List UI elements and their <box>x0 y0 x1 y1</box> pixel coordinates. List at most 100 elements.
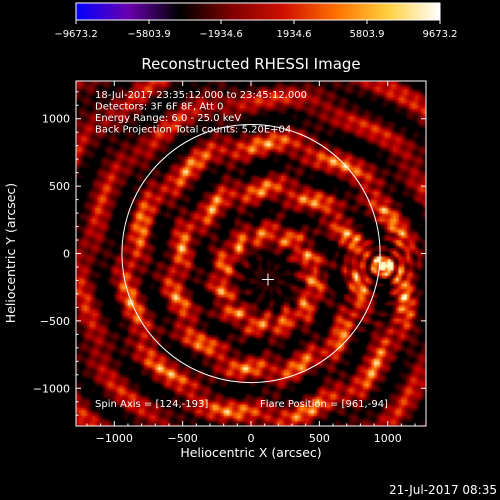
heatmap-pixel <box>360 361 364 365</box>
colorbar-tick-label: −1934.6 <box>199 29 242 40</box>
heatmap-pixel <box>152 407 156 411</box>
heatmap-pixel <box>324 390 329 395</box>
heatmap-pixel <box>384 358 389 362</box>
heatmap-pixel <box>404 372 408 376</box>
heatmap-pixel <box>89 385 93 389</box>
heatmap-pixel <box>199 385 203 389</box>
heatmap-pixel <box>209 380 214 384</box>
heatmap-pixel <box>379 401 383 405</box>
heatmap-pixel <box>423 361 426 365</box>
heatmap-pixel <box>133 409 137 414</box>
heatmap-pixel <box>158 353 162 357</box>
heatmap-pixel <box>138 366 143 370</box>
heatmap-pixel <box>302 364 307 368</box>
heatmap-pixel <box>368 407 372 411</box>
heatmap-pixel <box>160 372 164 376</box>
heatmap-pixel <box>204 412 208 416</box>
heatmap-pixel <box>395 358 400 362</box>
heatmap-pixel <box>352 374 356 378</box>
heatmap-pixel <box>286 415 290 419</box>
chart-title: Reconstructed RHESSI Image <box>141 55 360 73</box>
heatmap-pixel <box>343 382 348 387</box>
heatmap-pixel <box>188 417 192 422</box>
heatmap-pixel <box>92 382 96 387</box>
heatmap-pixel <box>95 388 99 392</box>
heatmap-pixel <box>209 396 214 400</box>
heatmap-pixel <box>111 361 115 365</box>
heatmap-pixel <box>415 345 419 349</box>
heatmap-pixel <box>412 372 416 376</box>
heatmap-pixel <box>95 342 99 346</box>
heatmap-pixel <box>125 369 129 373</box>
heatmap-pixel <box>242 342 247 346</box>
heatmap-pixel <box>179 366 184 370</box>
heatmap-pixel <box>390 423 394 426</box>
heatmap-pixel <box>363 390 367 395</box>
heatmap-pixel <box>401 412 405 416</box>
heatmap-pixel <box>106 423 110 426</box>
heatmap-pixel <box>108 355 113 360</box>
heatmap-pixel <box>335 401 339 405</box>
heatmap-pixel <box>267 396 271 400</box>
heatmap-pixel <box>368 361 372 365</box>
heatmap-pixel <box>89 372 93 376</box>
heatmap-pixel <box>270 355 274 360</box>
heatmap-pixel <box>357 374 361 378</box>
heatmap-pixel <box>152 401 156 405</box>
heatmap-pixel <box>209 353 214 357</box>
heatmap-pixel <box>76 412 80 416</box>
heatmap-pixel <box>182 396 186 400</box>
heatmap-pixel <box>371 404 375 408</box>
heatmap-pixel <box>281 342 285 346</box>
heatmap-pixel <box>168 423 173 426</box>
heatmap-pixel <box>245 401 249 405</box>
heatmap-pixel <box>125 401 129 405</box>
heatmap-pixel <box>193 382 197 387</box>
heatmap-pixel <box>199 412 203 416</box>
heatmap-pixel <box>302 415 307 419</box>
heatmap-pixel <box>149 342 154 346</box>
heatmap-pixel <box>267 399 271 403</box>
heatmap-pixel <box>384 423 389 426</box>
heatmap-pixel <box>360 382 364 387</box>
heatmap-pixel <box>185 372 189 376</box>
heatmap-pixel <box>179 353 184 357</box>
heatmap-pixel <box>108 374 113 378</box>
heatmap-pixel <box>218 358 222 362</box>
heatmap-pixel <box>188 399 192 403</box>
heatmap-pixel <box>234 396 238 400</box>
heatmap-pixel <box>294 412 298 416</box>
heatmap-pixel <box>300 388 304 392</box>
heatmap-pixel <box>311 380 315 384</box>
heatmap-pixel <box>223 385 227 389</box>
heatmap-pixel <box>289 364 293 368</box>
heatmap-pixel <box>171 361 175 365</box>
heatmap-pixel <box>379 420 383 424</box>
heatmap-pixel <box>423 374 426 378</box>
heatmap-pixel <box>155 407 159 411</box>
heatmap-pixel <box>218 382 222 387</box>
heatmap-pixel <box>324 415 329 419</box>
heatmap-pixel <box>256 399 260 403</box>
heatmap-pixel <box>300 393 304 397</box>
heatmap-pixel <box>185 417 189 422</box>
heatmap-pixel <box>357 364 361 368</box>
heatmap-pixel <box>330 417 334 422</box>
heatmap-pixel <box>152 420 156 424</box>
heatmap-pixel <box>86 382 91 387</box>
heatmap-pixel <box>333 380 337 384</box>
heatmap-pixel <box>144 374 148 378</box>
heatmap-pixel <box>188 366 192 370</box>
heatmap-pixel <box>346 385 350 389</box>
heatmap-pixel <box>144 393 148 397</box>
heatmap-pixel <box>253 396 257 400</box>
heatmap-pixel <box>196 347 200 352</box>
heatmap-pixel <box>409 388 413 392</box>
heatmap-pixel <box>106 372 110 376</box>
heatmap-pixel <box>111 401 115 405</box>
heatmap-pixel <box>417 404 422 408</box>
heatmap-pixel <box>108 350 113 354</box>
heatmap-pixel <box>163 339 167 343</box>
heatmap-pixel <box>76 404 80 408</box>
heatmap-pixel <box>103 364 107 368</box>
